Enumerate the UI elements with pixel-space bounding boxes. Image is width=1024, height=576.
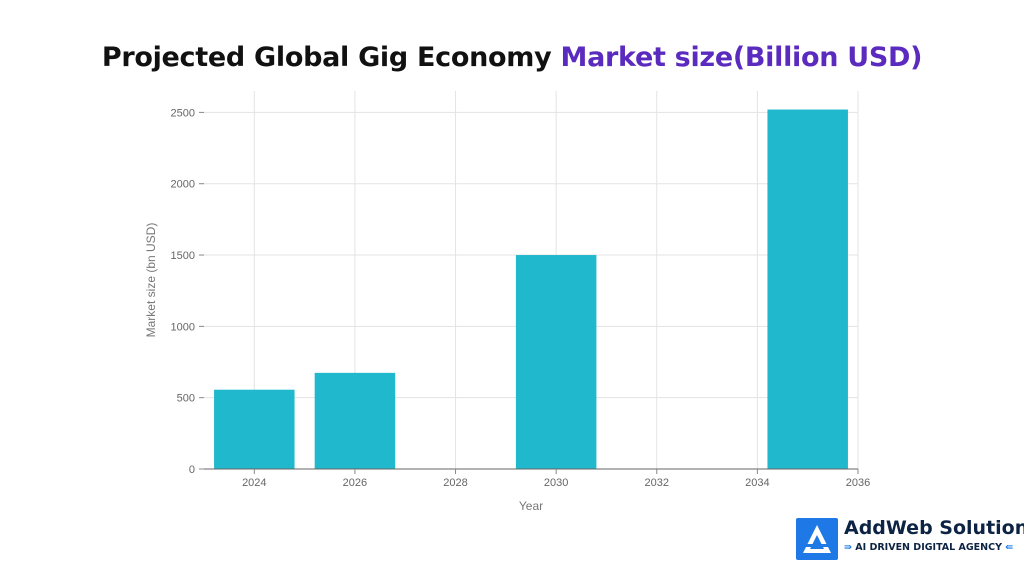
bar-2024 — [214, 389, 295, 469]
chart-title: Projected Global Gig Economy Market size… — [0, 42, 1024, 73]
x-axis-ticks: 2024 2026 2028 2030 2032 2034 2036 — [242, 469, 870, 489]
brand-tagline: AI DRIVEN DIGITAL AGENCY — [855, 542, 1002, 553]
arrows-left-icon: ⇛ — [844, 542, 852, 553]
y-tick-label: 2500 — [171, 107, 195, 119]
brand-name: AddWeb Solution — [844, 517, 1024, 539]
chart-title-part2: Market size(Billion USD) — [560, 42, 923, 73]
y-tick-label: 2000 — [171, 179, 195, 191]
y-axis-label: Market size (bn USD) — [144, 223, 158, 338]
x-tick-label: 2032 — [645, 477, 669, 489]
x-axis-label: Year — [519, 499, 543, 513]
bar-2030 — [515, 255, 597, 469]
brand-tagline-row: ⇛ AI DRIVEN DIGITAL AGENCY ⇚ — [844, 542, 1013, 553]
y-tick-label: 1500 — [171, 250, 195, 262]
y-tick-label: 1000 — [171, 321, 195, 333]
addweb-logo-icon — [796, 518, 838, 560]
x-tick-label: 2036 — [846, 477, 870, 489]
y-tick-label: 0 — [189, 464, 195, 476]
x-tick-label: 2024 — [242, 477, 266, 489]
x-tick-label: 2026 — [343, 477, 367, 489]
brand-logo-block[interactable]: AddWeb Solution ⇛ AI DRIVEN DIGITAL AGEN… — [796, 516, 1024, 562]
chart-bars — [214, 109, 848, 469]
bar-2026 — [314, 372, 396, 469]
y-axis-ticks: 0 500 1000 1500 2000 2500 — [171, 107, 204, 476]
y-tick-label: 500 — [177, 393, 195, 405]
x-tick-label: 2028 — [443, 477, 467, 489]
arrows-right-icon: ⇚ — [1005, 542, 1014, 553]
bar-2035 — [767, 109, 848, 469]
x-tick-label: 2030 — [544, 477, 568, 489]
chart-title-part1: Projected Global Gig Economy — [101, 42, 552, 73]
x-tick-label: 2034 — [745, 477, 769, 489]
